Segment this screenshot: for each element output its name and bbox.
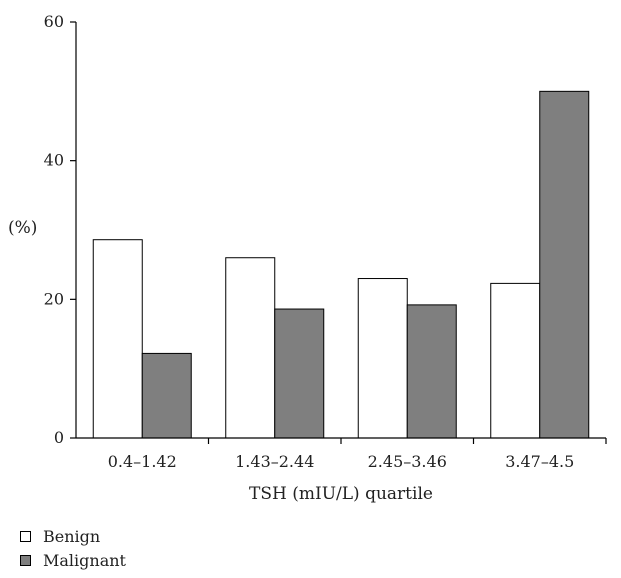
bar-malignant (141, 352, 192, 439)
bar-malignant (274, 308, 325, 439)
legend: Benign Malignant (20, 524, 126, 572)
y-tick-label: 20 (44, 289, 64, 308)
x-axis-label: TSH (mIU/L) quartile (249, 484, 433, 504)
x-tick-label: 2.45–3.46 (368, 452, 447, 471)
legend-item-malignant: Malignant (20, 548, 126, 572)
x-tick-label: 0.4–1.42 (108, 452, 177, 471)
x-ticks-group: 0.4–1.42 1.43–2.44 2.45–3.46 3.47–4.5 (108, 438, 607, 471)
bar-benign (490, 282, 541, 439)
y-axis-label: (%) (8, 218, 37, 238)
legend-label-benign: Benign (43, 526, 101, 546)
legend-swatch-benign (20, 530, 31, 542)
legend-item-benign: Benign (20, 524, 126, 548)
y-tick-label: 40 (44, 151, 64, 170)
bar-malignant (539, 90, 590, 439)
y-tick-label: 0 (54, 428, 64, 447)
bar-malignant (406, 304, 457, 439)
legend-label-malignant: Malignant (43, 550, 126, 570)
legend-swatch-malignant (20, 554, 31, 566)
bar-benign (92, 239, 143, 439)
bar-benign (357, 278, 408, 439)
x-tick-label: 3.47–4.5 (505, 452, 574, 471)
x-tick-label: 1.43–2.44 (235, 452, 314, 471)
y-tick-label: 60 (44, 12, 64, 31)
bars-group (92, 90, 590, 439)
y-ticks-group: 0 20 40 60 (44, 12, 76, 447)
bar-benign (225, 257, 276, 439)
